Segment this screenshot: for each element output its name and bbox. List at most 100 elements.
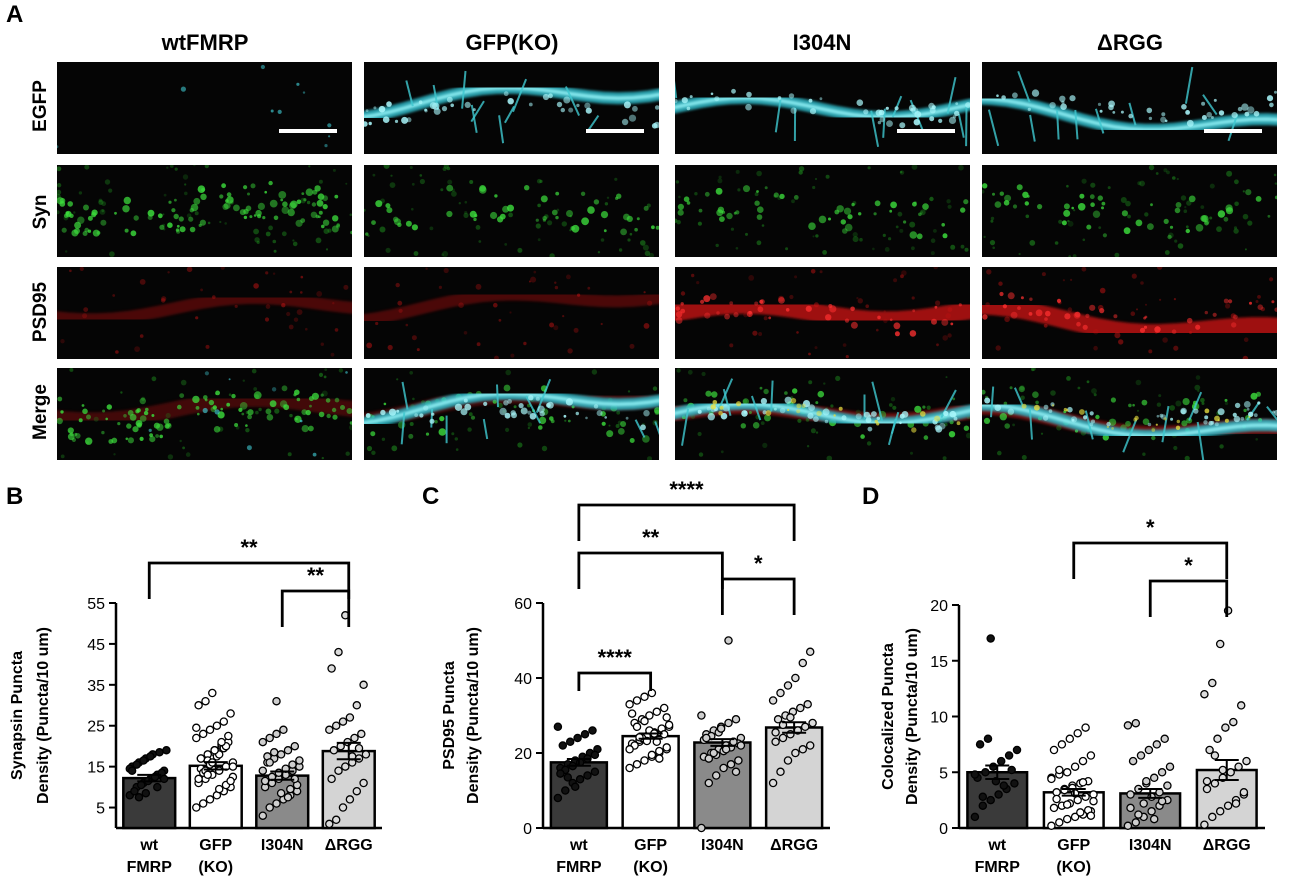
data-point <box>1126 803 1135 813</box>
data-point <box>279 725 288 735</box>
bar-wt-fmrp <box>122 776 177 830</box>
data-point <box>1070 762 1080 771</box>
data-point <box>1215 807 1225 816</box>
data-point <box>803 700 812 709</box>
data-point <box>265 733 274 743</box>
data-point <box>283 746 293 755</box>
data-point <box>226 709 235 718</box>
data-point <box>331 721 341 730</box>
data-point <box>1049 745 1059 755</box>
significance-label: **** <box>598 645 633 670</box>
data-point <box>1047 774 1056 784</box>
data-point <box>1081 723 1090 732</box>
significance-bracket <box>147 561 351 599</box>
data-point <box>662 743 671 752</box>
data-point <box>357 729 366 739</box>
micro-tile-merge-wtfmrp <box>57 368 352 460</box>
data-point <box>978 801 988 810</box>
data-point <box>1236 701 1246 710</box>
data-point <box>288 760 297 769</box>
data-point <box>1131 818 1141 827</box>
significance-label: * <box>1184 553 1193 578</box>
y-axis-label-line: Density (Puncta/10 um) <box>35 627 52 804</box>
data-point <box>192 723 201 733</box>
micro-tile-syn-drgg <box>982 165 1277 257</box>
significance-bracket <box>1148 579 1229 617</box>
data-point <box>1004 751 1014 760</box>
data-point <box>1078 756 1088 766</box>
data-point <box>1012 745 1022 755</box>
scale-bar <box>279 129 337 133</box>
y-tick-label: 15 <box>930 654 948 671</box>
micro-tile-egfp-wtfmrp <box>57 62 352 154</box>
data-point <box>219 717 229 726</box>
chart-colocalized: D 0 5 10 15 20 Colocalized Puncta Density (Punc… <box>862 483 1265 876</box>
data-point <box>1229 717 1238 727</box>
data-point <box>1078 778 1088 787</box>
data-point <box>556 769 565 778</box>
row-label-syn: Syn <box>30 195 51 230</box>
microscopy-image-grid <box>57 62 1277 460</box>
data-point <box>1215 639 1225 649</box>
data-point <box>272 696 281 706</box>
data-point <box>652 707 662 717</box>
data-point <box>1007 765 1016 775</box>
data-point <box>331 815 341 825</box>
data-point <box>198 729 208 739</box>
data-point <box>327 774 336 784</box>
data-point <box>1147 792 1156 802</box>
data-point <box>986 634 995 643</box>
significance-label: ** <box>642 525 660 550</box>
data-point <box>228 762 238 771</box>
x-tick-label: I304N <box>1129 837 1172 854</box>
data-point <box>260 776 270 786</box>
data-point <box>1147 807 1156 816</box>
data-point <box>276 788 286 798</box>
data-point <box>1223 801 1233 810</box>
panel-label-c: C <box>422 483 439 510</box>
data-point <box>724 718 733 728</box>
data-point <box>1123 721 1133 730</box>
data-point <box>345 713 355 722</box>
data-point <box>272 799 281 808</box>
y-tick-label: 5 <box>939 765 948 782</box>
data-point <box>1221 723 1230 732</box>
y-tick-label: 45 <box>87 637 105 654</box>
data-point <box>978 792 988 802</box>
data-point <box>283 793 293 802</box>
data-point <box>697 823 706 833</box>
data-point <box>989 762 998 771</box>
data-point <box>1149 814 1159 824</box>
micro-tile-merge-drgg <box>982 368 1277 460</box>
micro-tile-psd95-drgg <box>982 267 1277 359</box>
data-point <box>265 758 274 767</box>
data-point <box>553 722 563 732</box>
data-point <box>1226 768 1235 777</box>
data-point <box>697 711 706 720</box>
data-point <box>1049 803 1059 813</box>
data-point <box>1149 773 1159 783</box>
data-point <box>647 750 657 760</box>
x-tick-label: FMRP <box>127 859 173 876</box>
micro-tile-egfp-drgg <box>982 62 1277 154</box>
x-tick-label: (KO) <box>198 859 233 876</box>
data-point <box>1055 818 1064 827</box>
y-tick-label: 20 <box>930 598 948 615</box>
data-point <box>776 767 785 777</box>
data-point <box>196 754 206 763</box>
data-point <box>783 681 793 690</box>
data-point <box>1157 768 1167 777</box>
data-point <box>338 803 348 812</box>
data-point <box>776 688 785 698</box>
data-point <box>999 781 1009 790</box>
panel-label-d: D <box>862 483 879 510</box>
data-point <box>1205 745 1214 755</box>
significance-bracket <box>577 503 796 541</box>
data-point <box>981 768 990 777</box>
data-point <box>1234 762 1243 771</box>
data-point <box>334 766 343 775</box>
data-point <box>1165 762 1175 771</box>
data-point <box>558 741 568 750</box>
data-point <box>625 700 634 709</box>
significance-label: **** <box>669 477 704 502</box>
